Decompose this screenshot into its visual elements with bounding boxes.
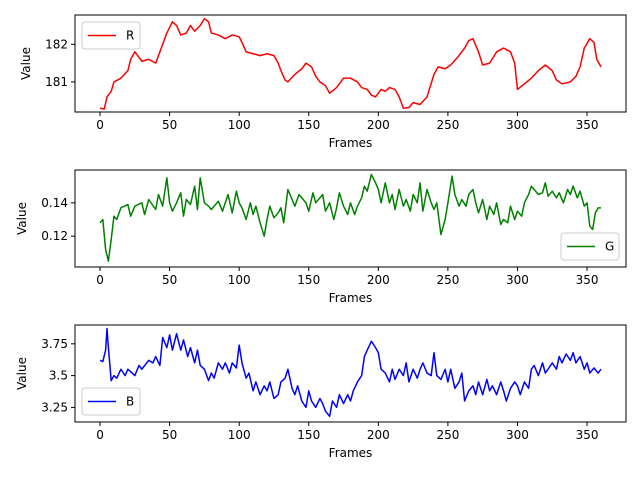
legend-label: G: [605, 240, 614, 254]
x-tick-label: 100: [228, 428, 251, 442]
x-tick-label: 150: [297, 273, 320, 287]
x-tick-label: 150: [297, 118, 320, 132]
y-axis-label: Value: [15, 202, 29, 235]
legend-label: B: [126, 395, 134, 409]
axes-frame: [74, 324, 627, 423]
legend: B: [81, 387, 141, 416]
x-tick-label: 200: [367, 273, 390, 287]
axes-frame: [74, 14, 627, 113]
x-tick-label: 200: [367, 118, 390, 132]
x-axis-label: Frames: [329, 446, 373, 460]
y-axis-label: Value: [19, 47, 33, 80]
x-tick-label: 0: [96, 273, 104, 287]
x-tick-label: 300: [506, 118, 529, 132]
x-tick-label: 100: [228, 118, 251, 132]
x-tick-label: 300: [506, 273, 529, 287]
x-axis-label: Frames: [329, 291, 373, 305]
x-tick-label: 0: [96, 428, 104, 442]
x-tick-label: 50: [162, 273, 177, 287]
y-tick-label: 181: [45, 75, 68, 89]
legend: R: [81, 21, 141, 50]
y-tick-label: 0.12: [41, 229, 68, 243]
x-tick-label: 350: [576, 118, 599, 132]
x-tick-label: 250: [436, 273, 459, 287]
x-tick-label: 150: [297, 428, 320, 442]
x-tick-label: 50: [162, 428, 177, 442]
x-tick-label: 250: [436, 118, 459, 132]
x-tick-label: 0: [96, 118, 104, 132]
axes-frame: [74, 169, 627, 268]
subplot-2: 0 50 100 150 200 250 300 350 0.12 0.14 Frames Value…: [15, 169, 627, 305]
y-tick-label: 3.5: [49, 369, 68, 383]
y-axis-label: Value: [15, 357, 29, 390]
x-tick-label: 250: [436, 428, 459, 442]
x-tick-label: 300: [506, 428, 529, 442]
y-tick-label: 182: [45, 37, 68, 51]
subplot-3: 0 50 100 150 200 250 300 350 3.25 3.5 3.75 Frames Va…: [15, 324, 627, 460]
x-tick-label: 100: [228, 273, 251, 287]
x-tick-label: 350: [576, 428, 599, 442]
series-line-B: [99, 327, 602, 418]
series-line-R: [99, 18, 602, 110]
legend-label: R: [126, 29, 134, 43]
legend: G: [560, 232, 620, 261]
y-tick-label: 0.14: [41, 196, 68, 210]
x-tick-label: 50: [162, 118, 177, 132]
y-tick-label: 3.25: [41, 400, 68, 414]
x-axis-label: Frames: [329, 136, 373, 150]
series-line-G: [99, 173, 601, 262]
subplot-1: 0 50 100 150 200 250 300 350 181 182 Frames Value R: [19, 14, 627, 150]
x-tick-label: 200: [367, 428, 390, 442]
y-tick-label: 3.75: [41, 337, 68, 351]
x-tick-label: 350: [576, 273, 599, 287]
